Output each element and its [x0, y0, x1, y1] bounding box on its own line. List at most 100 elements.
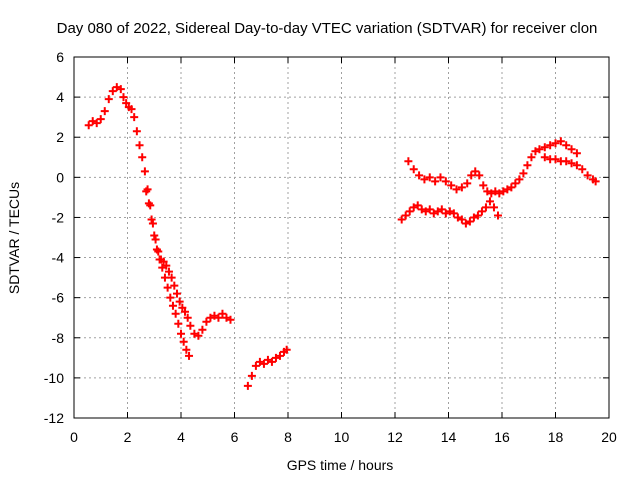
data-point [183, 313, 192, 322]
data-point [147, 215, 156, 224]
data-point [463, 179, 472, 188]
y-axis-label: SDTVAR / TECUs [6, 182, 22, 294]
x-tick-label: 16 [494, 429, 510, 445]
data-point [431, 177, 440, 186]
data-point [445, 207, 454, 216]
data-point [155, 255, 164, 264]
data-point [471, 167, 480, 176]
series-arc3 [243, 345, 291, 390]
data-point [138, 153, 147, 162]
data-point [275, 351, 284, 360]
data-point [218, 309, 227, 318]
data-point [255, 357, 264, 366]
data-point [551, 139, 560, 148]
data-point [162, 261, 171, 270]
data-point [171, 309, 180, 318]
data-point [540, 153, 549, 162]
data-point [174, 319, 183, 328]
data-point [473, 211, 482, 220]
data-point [130, 113, 139, 122]
y-tick-label: -4 [52, 250, 65, 266]
data-point [172, 289, 181, 298]
series-arc1 [84, 83, 235, 340]
data-point [100, 107, 109, 116]
data-point [178, 303, 187, 312]
data-point [135, 141, 144, 150]
series-arc5 [397, 197, 502, 228]
data-point [489, 203, 498, 212]
data-point [96, 115, 105, 124]
data-point [495, 189, 504, 198]
y-tick-label: -2 [52, 209, 65, 225]
data-point [210, 311, 219, 320]
data-point [578, 165, 587, 174]
data-point [151, 235, 160, 244]
data-point [481, 203, 490, 212]
data-point [562, 157, 571, 166]
data-point [469, 213, 478, 222]
data-point [122, 99, 131, 108]
data-point [150, 231, 159, 240]
data-point [515, 175, 524, 184]
data-point [88, 117, 97, 126]
data-point [92, 119, 101, 128]
data-point [477, 207, 486, 216]
data-point [185, 351, 194, 360]
data-point [519, 169, 528, 178]
x-tick-label: 8 [284, 429, 292, 445]
data-point [401, 211, 410, 220]
data-point [567, 145, 576, 154]
data-point [420, 175, 429, 184]
data-point [182, 345, 191, 354]
data-point [152, 245, 161, 254]
y-tick-label: -12 [44, 410, 64, 426]
data-point [447, 181, 456, 190]
data-point [441, 177, 450, 186]
y-tick-label: 4 [56, 89, 64, 105]
data-point [202, 317, 211, 326]
data-point [437, 205, 446, 214]
data-point [142, 187, 151, 196]
series-arc2 [142, 187, 194, 360]
data-point [567, 159, 576, 168]
data-point [531, 147, 540, 156]
data-point [158, 263, 167, 272]
y-tick-label: -10 [44, 370, 64, 386]
data-point [243, 381, 252, 390]
data-point [417, 205, 426, 214]
data-point [409, 203, 418, 212]
data-point [583, 171, 592, 180]
x-tick-label: 20 [601, 429, 617, 445]
data-point [194, 331, 203, 340]
data-point [144, 199, 153, 208]
data-point [483, 187, 492, 196]
x-tick-label: 14 [441, 429, 457, 445]
chart-title: Day 080 of 2022, Sidereal Day-to-day VTE… [57, 20, 598, 37]
data-point [247, 371, 256, 380]
data-point [535, 145, 544, 154]
data-point [409, 165, 418, 174]
data-point [163, 283, 172, 292]
tick-layer: 0 2 4 6 8 10 12 14 16 18 20 -12 -10 -8 -6 -4 -2 0 2 4 6 [44, 49, 617, 445]
data-point [475, 171, 484, 180]
y-tick-label: 0 [56, 169, 64, 185]
data-point [226, 315, 235, 324]
y-tick-label: -6 [52, 290, 65, 306]
data-point [523, 161, 532, 170]
data-point [84, 121, 93, 130]
data-point [166, 293, 175, 302]
data-point [429, 209, 438, 218]
data-point [540, 143, 549, 152]
data-point [479, 181, 488, 190]
data-point [175, 297, 184, 306]
data-point [160, 273, 169, 282]
data-point [405, 207, 414, 216]
data-point [267, 357, 276, 366]
data-point [263, 355, 272, 364]
data-point [493, 211, 502, 220]
data-point [404, 157, 413, 166]
data-point [507, 183, 516, 192]
data-point [127, 105, 136, 114]
data-point [259, 359, 268, 368]
